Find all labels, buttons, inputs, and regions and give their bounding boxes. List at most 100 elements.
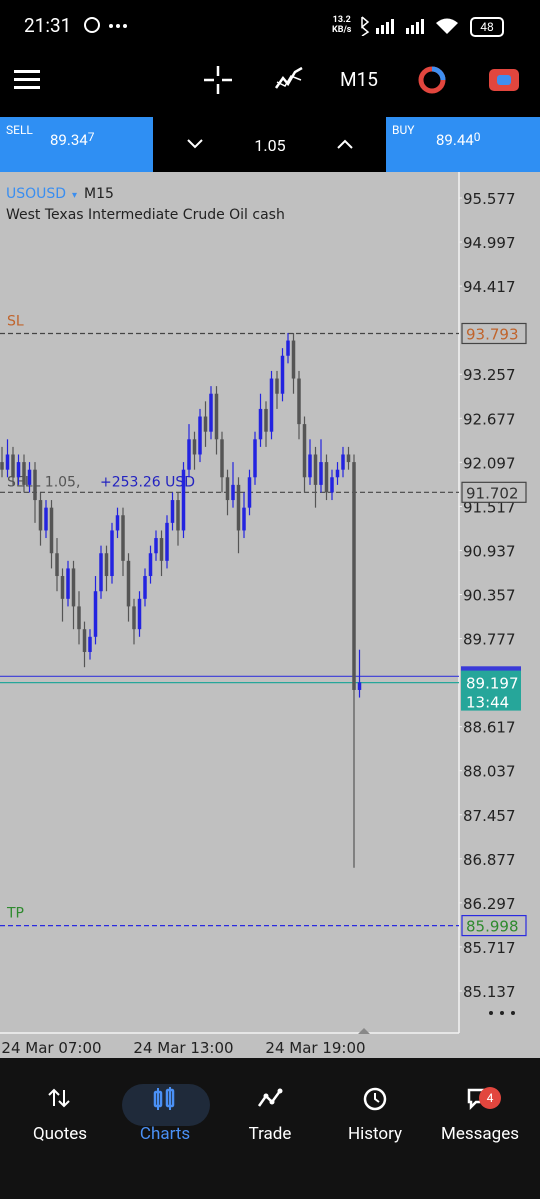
- nav-item[interactable]: Charts: [111, 1086, 219, 1144]
- position-profit: +253.26 USD: [100, 474, 195, 490]
- sl-price-label: 93.793: [466, 325, 519, 343]
- candle-body: [38, 500, 43, 531]
- candle-body: [170, 500, 175, 523]
- crosshair-button[interactable]: [203, 65, 233, 95]
- description: West Texas Intermediate Crude Oil cash: [6, 207, 285, 223]
- candle-body: [357, 682, 362, 690]
- candle-body: [93, 591, 98, 637]
- candle-body: [352, 462, 356, 690]
- y-tick-label: 85.717: [463, 939, 516, 957]
- nav-icon: [363, 1087, 387, 1111]
- volume-increase[interactable]: [335, 135, 355, 153]
- scroll-marker: [358, 1028, 370, 1034]
- y-tick-label: 86.877: [463, 851, 516, 869]
- candle-body: [99, 553, 103, 592]
- trade-button[interactable]: [488, 66, 520, 94]
- candle-body: [302, 424, 307, 478]
- candle-body: [231, 484, 235, 501]
- nav-item[interactable]: Quotes: [6, 1086, 114, 1144]
- candle-body: [291, 340, 296, 379]
- buy-button[interactable]: BUY 89.440: [386, 117, 540, 172]
- y-tick-label: 90.937: [463, 542, 516, 560]
- y-tick-label: 95.577: [463, 190, 516, 208]
- sell-button[interactable]: SELL 89.347: [0, 117, 153, 172]
- nav-item[interactable]: Trade: [216, 1086, 324, 1144]
- timeframe: M15: [84, 186, 114, 202]
- candle-body: [126, 560, 131, 607]
- candle-body: [159, 538, 164, 561]
- candle-body: [66, 568, 70, 599]
- nav-label: Trade: [248, 1124, 292, 1144]
- chart: USOUSD ▾ M15 West Texas Intermediate Cru…: [0, 172, 527, 1057]
- candle-body: [148, 553, 153, 577]
- nav-icon: [257, 1088, 283, 1107]
- buy-price-main: 89.44: [436, 131, 474, 149]
- nav-item[interactable]: History: [321, 1086, 429, 1144]
- volume-decrease[interactable]: [185, 135, 205, 153]
- position-price-label: 91.702: [466, 484, 519, 502]
- y-tick-label: 88.617: [463, 719, 516, 737]
- candle-body: [176, 500, 180, 531]
- candle-body: [22, 462, 26, 485]
- nav-label: Messages: [441, 1124, 519, 1144]
- candle-body: [55, 553, 59, 577]
- net-speed-value: 13.2: [332, 15, 351, 25]
- y-tick-label: 90.357: [463, 586, 516, 604]
- candle-body: [33, 469, 37, 501]
- battery: 48: [470, 17, 504, 37]
- buy-price: 89.440: [436, 130, 480, 149]
- candle-body: [209, 393, 213, 432]
- sell-price: 89.347: [50, 130, 94, 149]
- candle-body: [264, 408, 268, 432]
- y-tick-label: 86.297: [463, 895, 516, 913]
- candle-body: [308, 454, 312, 478]
- volume[interactable]: 1.05: [254, 136, 286, 155]
- tp-price-box: [461, 914, 527, 937]
- candle-body: [110, 530, 114, 577]
- timeframe-button[interactable]: M15: [340, 68, 378, 91]
- candle-body: [236, 484, 241, 531]
- y-tick-label: 94.417: [463, 278, 516, 296]
- y-tick-label: 89.777: [463, 631, 516, 649]
- candle-body: [115, 515, 120, 531]
- net-speed-unit: KB/s: [332, 25, 352, 35]
- toolbar: M15: [0, 50, 540, 117]
- candle-body: [0, 462, 4, 470]
- bid-price-label: 89.197: [466, 675, 519, 693]
- x-tick-label: 24 Mar 13:00: [133, 1039, 233, 1057]
- nav-label: History: [347, 1124, 403, 1144]
- y-tick-label: 85.137: [463, 983, 516, 1001]
- symbol-dropdown[interactable]: ▾: [72, 190, 77, 201]
- candle-body: [341, 454, 345, 470]
- candle-body: [132, 606, 136, 630]
- candle-body: [88, 636, 92, 652]
- candle-body: [242, 507, 246, 531]
- buy-price-small: 0: [473, 130, 481, 144]
- candle-body: [258, 408, 263, 440]
- plot: 95.57794.99794.41793.25792.67792.09791.5…: [0, 190, 527, 1057]
- candle-body: [44, 507, 48, 531]
- nav-icon: [153, 1087, 175, 1110]
- candle-body: [27, 469, 32, 485]
- candle-body: [220, 439, 224, 478]
- trade-panel: SELL 89.347 1.05 BUY 89.440: [0, 117, 540, 172]
- candle-body: [192, 439, 197, 455]
- objects-button[interactable]: [417, 65, 447, 95]
- candle-body: [121, 515, 125, 561]
- candle-body: [253, 439, 257, 478]
- status-icons: [84, 17, 127, 33]
- chart-area: USOUSD ▾ M15 West Texas Intermediate Cru…: [0, 172, 540, 1058]
- sell-price-small: 7: [87, 130, 95, 144]
- candle-body: [330, 477, 334, 493]
- bottom-nav: Quotes Charts Trade History Messages 4: [0, 1058, 540, 1199]
- more-button[interactable]: [489, 1011, 515, 1015]
- menu-button[interactable]: [14, 68, 42, 92]
- candle-body: [77, 606, 81, 630]
- candle-body: [335, 469, 340, 478]
- candle-body: [319, 462, 323, 485]
- buy-label: BUY: [392, 123, 415, 137]
- indicators-button[interactable]: [273, 64, 305, 96]
- sell-price-main: 89.34: [50, 131, 88, 149]
- candle-body: [60, 576, 65, 599]
